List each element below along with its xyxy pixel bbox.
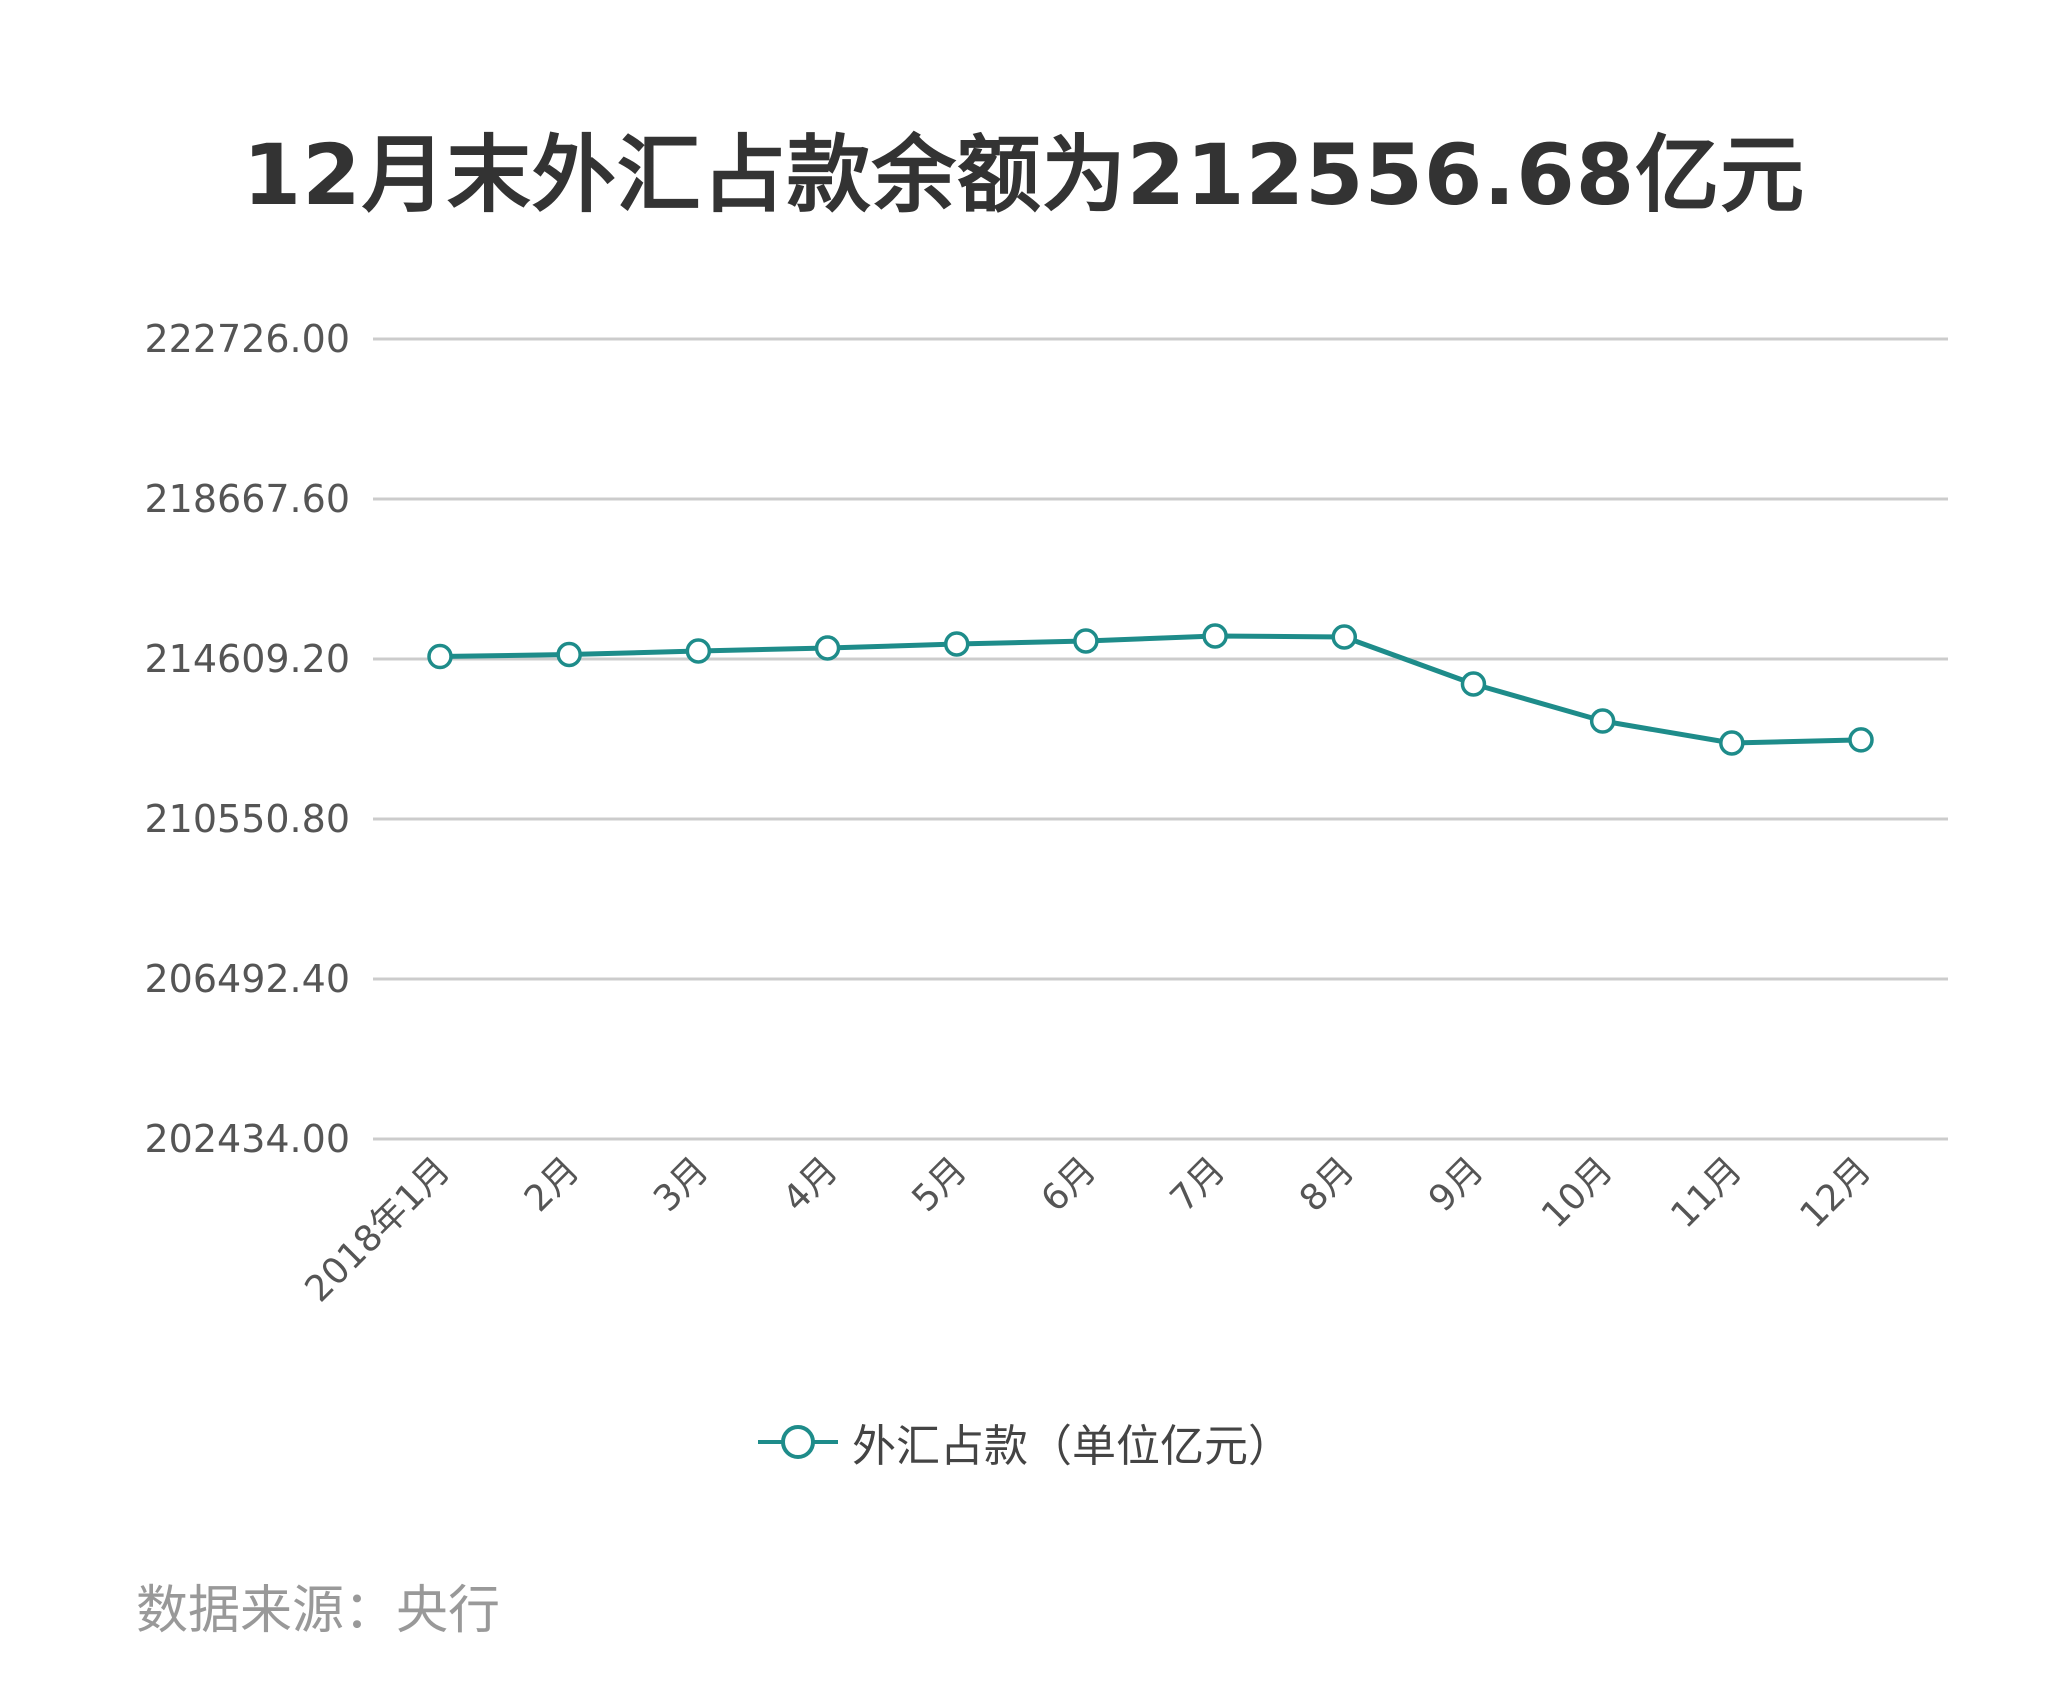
data-point[interactable] — [1331, 624, 1358, 650]
y-tick-label: 206492.40 — [145, 957, 351, 1001]
x-tick-label: 11月 — [1663, 1149, 1750, 1236]
x-tick-label: 12月 — [1793, 1149, 1880, 1236]
data-source-note: 数据来源：央行 — [136, 1581, 501, 1641]
data-point[interactable] — [1719, 730, 1745, 756]
x-tick-label: 4月 — [775, 1149, 846, 1220]
x-tick-label: 5月 — [904, 1149, 975, 1220]
data-point[interactable] — [556, 641, 582, 668]
legend-label: 外汇占款（单位亿元） — [852, 1421, 1292, 1472]
data-point[interactable] — [1460, 671, 1487, 697]
x-axis-labels: 2018年1月 2月 3月 4月 5月 6月 7月 8月 9月 10月 11月 12月 — [297, 1149, 1879, 1310]
y-tick-label: 222726.00 — [145, 317, 351, 361]
data-point[interactable] — [1073, 628, 1099, 654]
data-points — [427, 623, 1874, 756]
y-tick-label: 202434.00 — [145, 1117, 351, 1161]
y-axis-labels: 222726.00 218667.60 214609.20 210550.80 2064… — [145, 317, 351, 1161]
gridlines — [373, 337, 1948, 1141]
line-chart: 222726.00 218667.60 214609.20 210550.80 2064… — [145, 317, 1948, 1310]
series-line — [439, 633, 1862, 746]
data-point[interactable] — [427, 643, 453, 670]
y-tick-label: 214609.20 — [145, 637, 351, 681]
y-tick-label: 210550.80 — [145, 797, 351, 841]
data-point[interactable] — [1202, 623, 1228, 649]
x-tick-label: 3月 — [646, 1149, 717, 1220]
x-tick-label: 10月 — [1534, 1149, 1621, 1236]
x-tick-label: 2018年1月 — [297, 1149, 458, 1310]
x-tick-label: 8月 — [1292, 1149, 1363, 1220]
data-point[interactable] — [814, 635, 841, 661]
x-tick-label: 6月 — [1034, 1149, 1105, 1220]
x-tick-label: 2月 — [517, 1149, 588, 1220]
chart-title: 12月末外汇占款余额为212556.68亿元 — [242, 126, 1806, 224]
data-point[interactable] — [1589, 708, 1616, 734]
legend[interactable]: 外汇占款（单位亿元） — [0, 1410, 2048, 1474]
data-point[interactable] — [685, 638, 712, 664]
y-tick-label: 218667.60 — [145, 477, 351, 521]
legend-line-circle-icon — [758, 1425, 838, 1459]
data-point[interactable] — [1848, 727, 1874, 753]
data-point[interactable] — [943, 631, 970, 657]
x-tick-label: 9月 — [1421, 1149, 1492, 1220]
x-tick-label: 7月 — [1163, 1149, 1234, 1220]
